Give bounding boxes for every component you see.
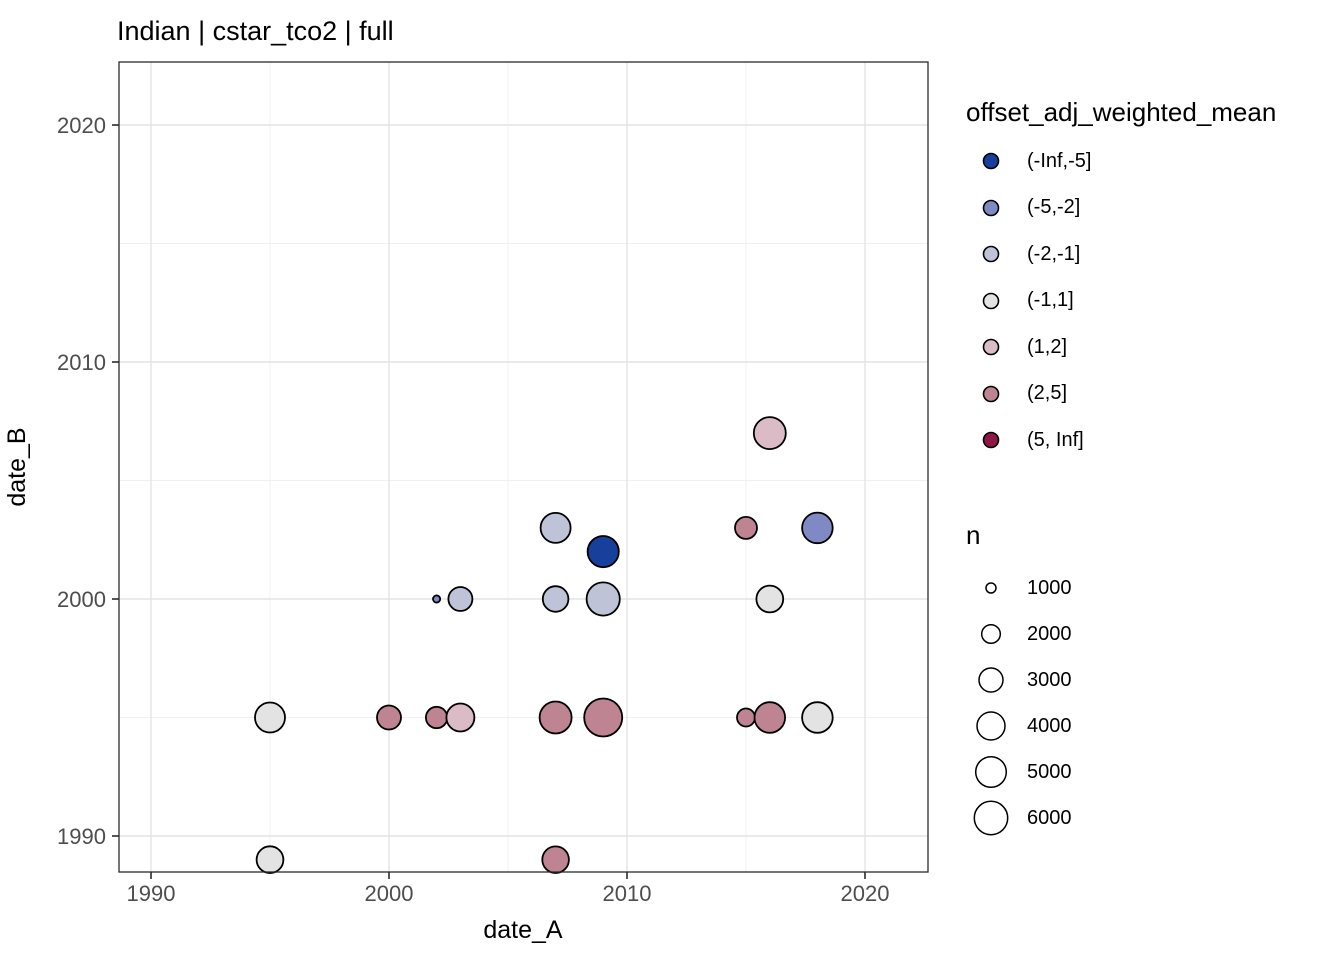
panel-border bbox=[118, 61, 929, 873]
x-tick-label: 2000 bbox=[365, 881, 414, 906]
y-tick-label: 1990 bbox=[57, 824, 106, 849]
data-point bbox=[541, 845, 570, 874]
legend-row: 3000 bbox=[972, 657, 1072, 703]
data-point bbox=[801, 701, 834, 734]
legend-label: 6000 bbox=[1027, 806, 1072, 829]
legend-key-circle-icon bbox=[978, 667, 1004, 693]
plot-panel: 1990 2000 2010 2020 1990 2000 2010 2020 bbox=[57, 61, 929, 906]
legend-label: (1,2] bbox=[1027, 335, 1068, 358]
x-tick-label: 2010 bbox=[603, 881, 652, 906]
data-point bbox=[445, 702, 476, 733]
legend-key-dot-icon bbox=[982, 292, 1000, 310]
legend-row: (-1,1] bbox=[972, 278, 1091, 325]
legend-row: (-2,-1] bbox=[972, 231, 1091, 278]
y-tick-label: 2010 bbox=[57, 350, 106, 375]
legend-label: 2000 bbox=[1027, 622, 1072, 645]
legend-key-circle-icon bbox=[976, 711, 1006, 741]
legend-row: (-5,-2] bbox=[972, 185, 1091, 232]
data-point bbox=[254, 701, 286, 734]
legend-label: (2,5] bbox=[1027, 382, 1068, 405]
legend-key-dot-icon bbox=[982, 338, 1000, 356]
legend-row: 4000 bbox=[972, 703, 1072, 749]
legend-label: 3000 bbox=[1027, 668, 1072, 691]
legend-label: 5000 bbox=[1027, 760, 1072, 783]
legend-row: 1000 bbox=[972, 565, 1072, 611]
data-point bbox=[541, 585, 570, 613]
panel-background bbox=[119, 62, 928, 872]
size-legend: 1000 2000 3000 4000 5000 6000 bbox=[972, 565, 1072, 841]
legend-key-circle-icon bbox=[980, 623, 1002, 645]
data-point bbox=[586, 535, 620, 569]
data-point bbox=[432, 594, 442, 604]
data-point bbox=[734, 516, 758, 540]
data-point bbox=[538, 700, 573, 735]
data-point bbox=[755, 584, 785, 614]
legend-row: (1,2] bbox=[972, 324, 1091, 371]
legend-key-dot-icon bbox=[982, 385, 1000, 403]
legend-row: 5000 bbox=[972, 749, 1072, 795]
color-legend: (-Inf,-5] (-5,-2] (-2,-1] (-1,1] (1,2] (2,5] (… bbox=[972, 138, 1091, 464]
legend-label: (-5,-2] bbox=[1027, 196, 1081, 219]
plot-title: Indian | cstar_tco2 | full bbox=[117, 16, 394, 46]
legend-row: 2000 bbox=[972, 611, 1072, 657]
legend-key-circle-icon bbox=[985, 582, 997, 594]
legend-key-circle-icon bbox=[973, 800, 1009, 836]
legend-key-dot-icon bbox=[982, 431, 1000, 449]
legend-label: (-Inf,-5] bbox=[1027, 149, 1092, 172]
data-point bbox=[752, 416, 787, 451]
data-point bbox=[753, 701, 787, 734]
data-point bbox=[801, 511, 834, 545]
legend-key-dot-icon bbox=[982, 199, 1000, 217]
x-axis-title: date_A bbox=[483, 916, 563, 944]
data-point bbox=[255, 845, 285, 874]
legend-row: 6000 bbox=[972, 795, 1072, 841]
legend-key-circle-icon bbox=[974, 755, 1008, 789]
data-point bbox=[583, 697, 624, 738]
x-tick-label: 2020 bbox=[841, 881, 890, 906]
y-tick-label: 2020 bbox=[57, 113, 106, 138]
data-point bbox=[539, 512, 572, 544]
x-tick-label: 1990 bbox=[127, 881, 176, 906]
legend-label: 4000 bbox=[1027, 714, 1072, 737]
y-tick-label: 2000 bbox=[57, 587, 106, 612]
data-point bbox=[585, 581, 621, 617]
legend-row: (2,5] bbox=[972, 371, 1091, 418]
y-axis-title: date_B bbox=[3, 427, 31, 506]
legend-label: (-2,-1] bbox=[1027, 242, 1081, 265]
legend-key-dot-icon bbox=[982, 152, 1000, 170]
color-legend-title: offset_adj_weighted_mean bbox=[966, 97, 1277, 127]
legend-label: (-1,1] bbox=[1027, 289, 1074, 312]
legend-row: (-Inf,-5] bbox=[972, 138, 1091, 185]
legend-label: 1000 bbox=[1027, 576, 1072, 599]
size-legend-title: n bbox=[966, 520, 981, 550]
data-point bbox=[424, 705, 449, 730]
data-point bbox=[447, 586, 474, 612]
legend-row: (5, Inf] bbox=[972, 417, 1091, 464]
legend-label: (5, Inf] bbox=[1027, 428, 1084, 451]
data-point bbox=[736, 707, 756, 728]
data-point bbox=[376, 704, 402, 731]
legend-key-dot-icon bbox=[982, 245, 1000, 263]
